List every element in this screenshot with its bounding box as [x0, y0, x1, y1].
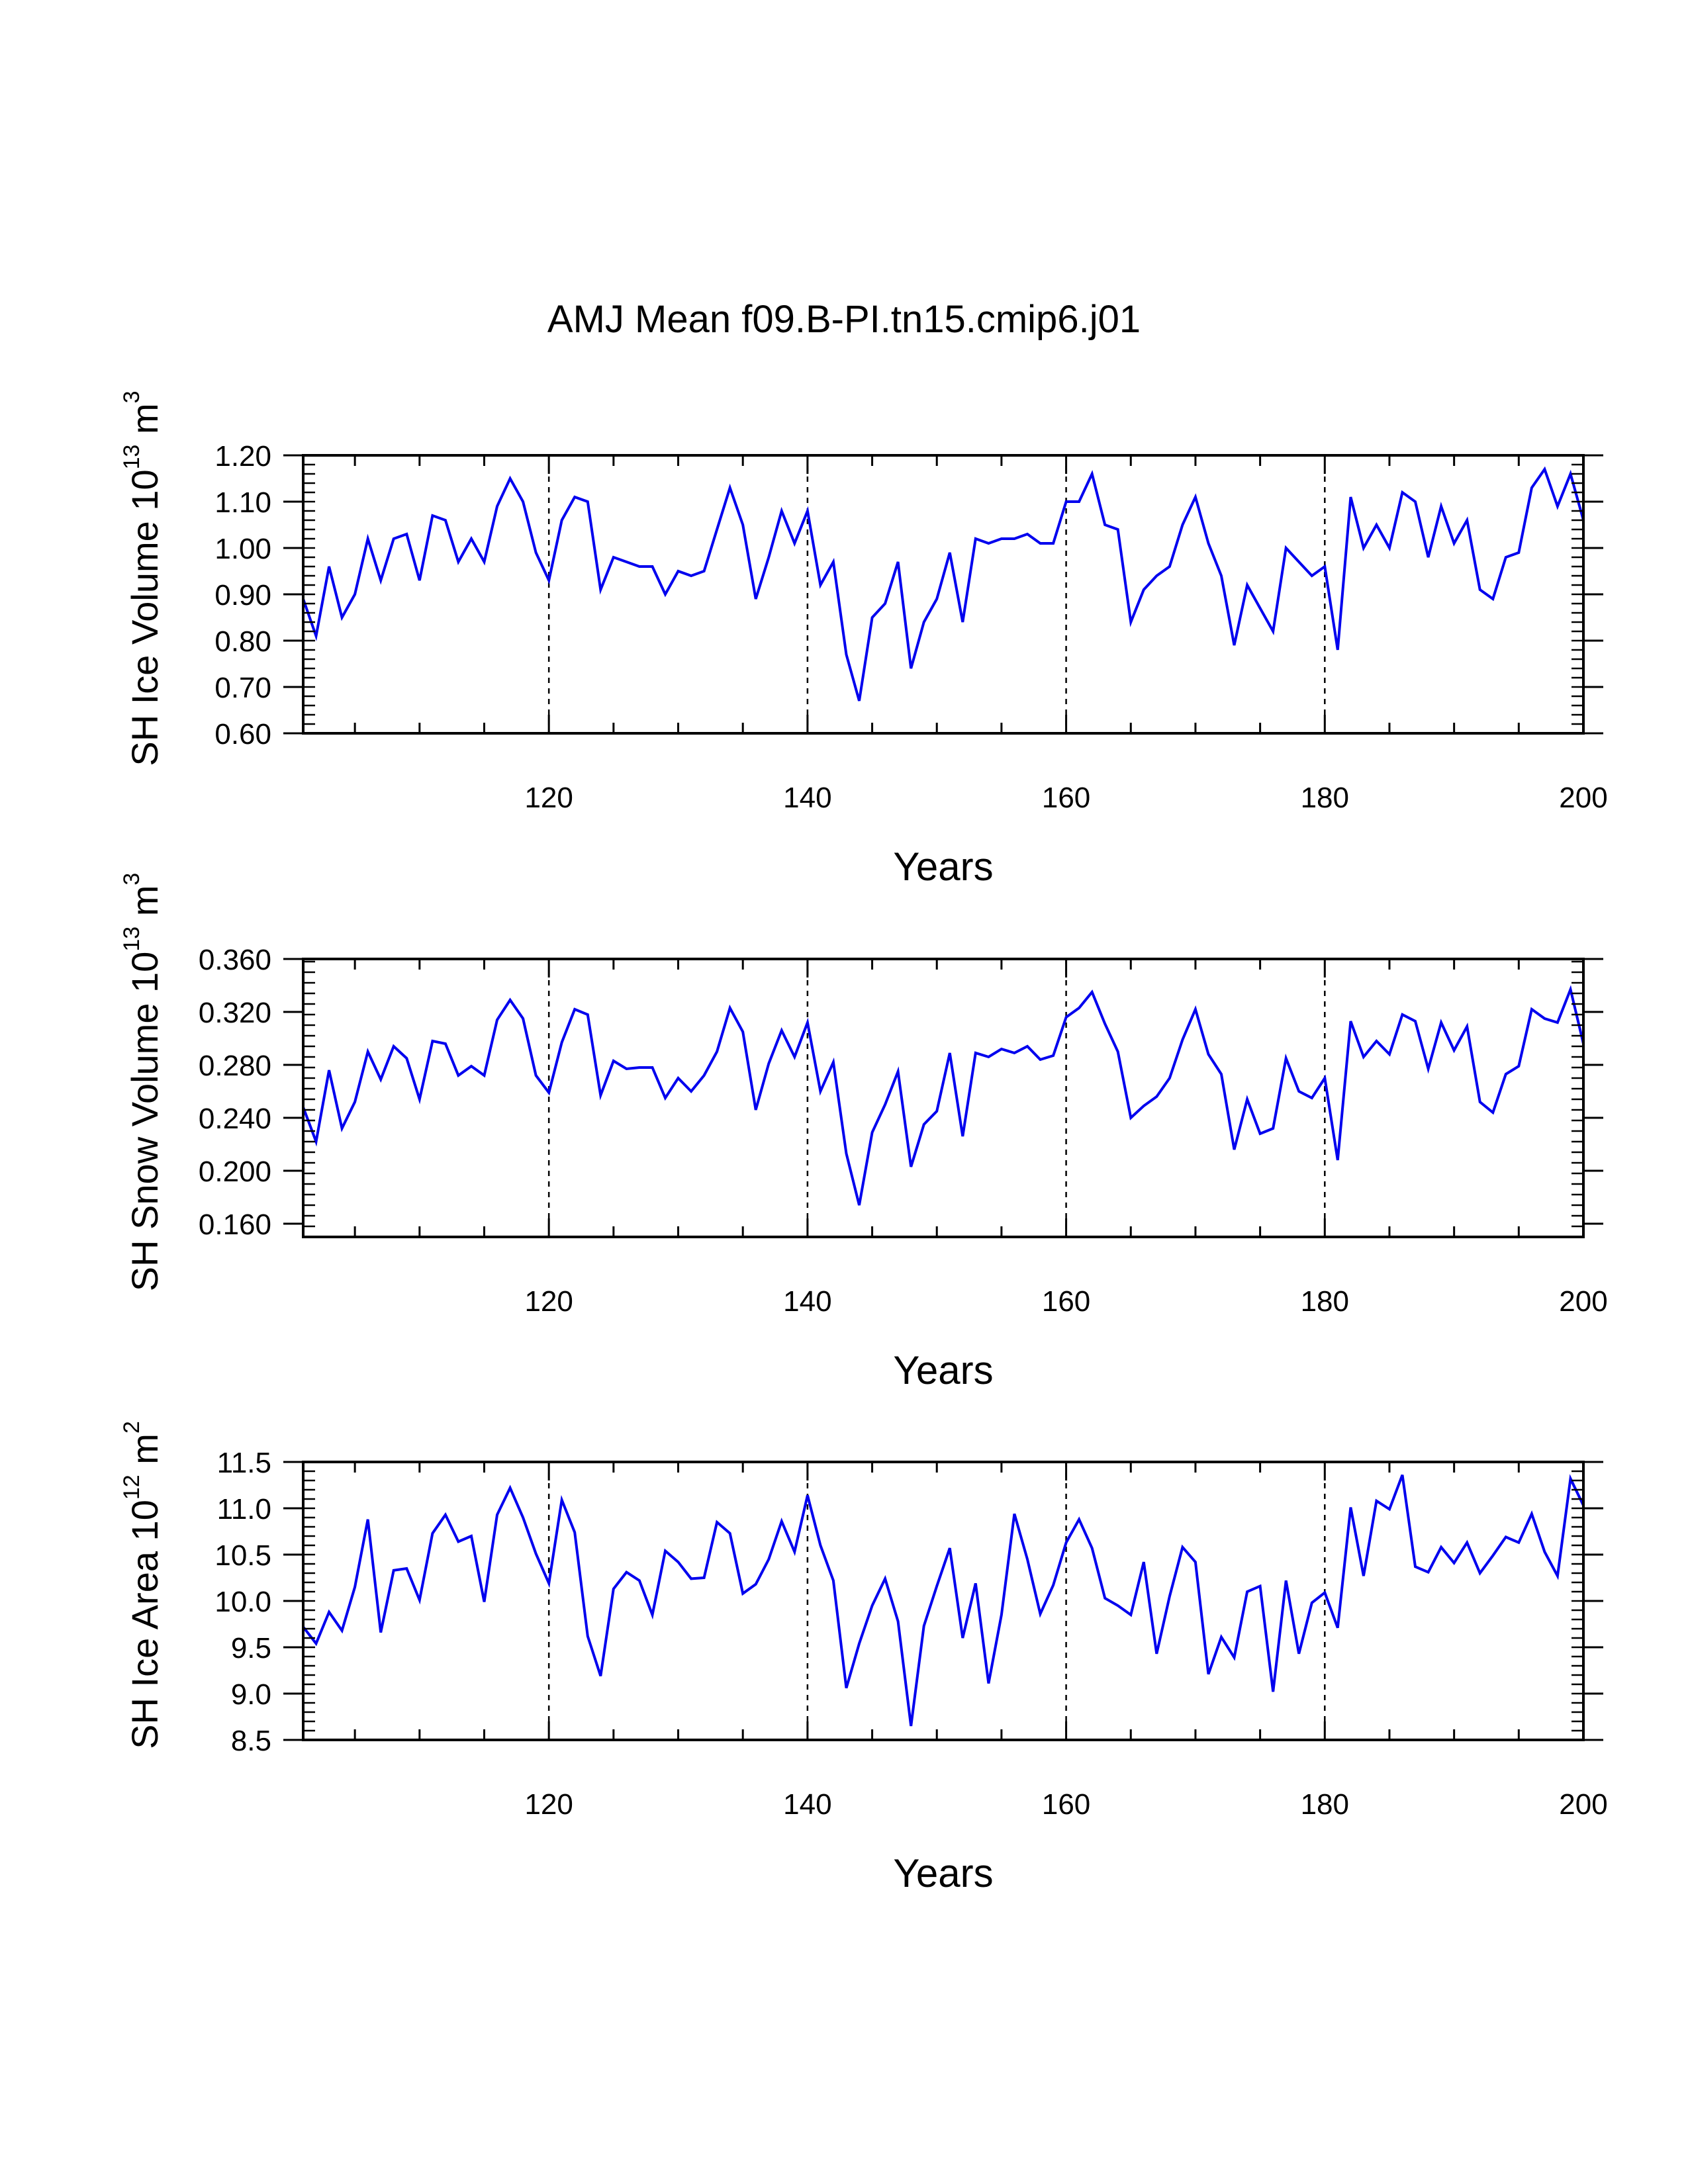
y-axis-label: SH Ice Volume 1013 m3 — [119, 390, 165, 766]
y-tick-label: 0.60 — [214, 718, 271, 751]
y-tick-label: 1.20 — [214, 440, 271, 473]
series-line — [302, 985, 1585, 1206]
y-tick-label: 0.200 — [199, 1156, 271, 1188]
plot-frame — [302, 958, 1585, 1238]
y-label-exp: 12 — [119, 1475, 144, 1500]
y-tick-label: 0.360 — [199, 944, 271, 976]
y-tick-label: 1.10 — [214, 486, 271, 519]
x-tick-label: 160 — [1042, 1285, 1090, 1318]
y-label-unit-exp: 2 — [119, 1421, 144, 1433]
y-label-main: SH Ice Area 10 — [124, 1500, 165, 1749]
y-tick-label: 0.320 — [199, 997, 271, 1029]
series-line — [302, 466, 1585, 702]
y-tick-label: 9.5 — [231, 1632, 271, 1664]
x-axis-label: Years — [893, 1851, 993, 1895]
y-tick-label: 0.90 — [214, 579, 271, 612]
y-tick-label: 0.240 — [199, 1103, 271, 1135]
y-tick-label: 1.00 — [214, 533, 271, 565]
x-tick-label: 160 — [1042, 1788, 1090, 1821]
x-tick-label: 180 — [1301, 1285, 1349, 1318]
panel-3: 120 140 160 180 200 8.5 9.0 9.5 10.0 10.5 11.0 11.5… — [119, 1421, 1608, 1895]
x-tick-label: 120 — [524, 1285, 573, 1318]
y-tick-label: 0.160 — [199, 1208, 271, 1241]
x-tick-label: 180 — [1301, 1788, 1349, 1821]
panel-1: 120 140 160 180 200 0.60 0.70 0.80 0.90 1.00 1.10 1… — [119, 390, 1608, 889]
y-tick-label: 10.5 — [214, 1539, 271, 1572]
x-tick-label: 120 — [524, 782, 573, 814]
x-tick-label: 140 — [783, 1788, 831, 1821]
x-tick-label: 180 — [1301, 782, 1349, 814]
x-tick-label: 200 — [1559, 782, 1607, 814]
y-axis-label: SH Ice Area 1012 m2 — [119, 1421, 165, 1749]
y-tick-label: 10.0 — [214, 1586, 271, 1618]
series-line — [302, 1474, 1585, 1727]
y-tick-label: 0.280 — [199, 1050, 271, 1082]
x-tick-label: 140 — [783, 782, 831, 814]
y-label-main: SH Ice Volume 10 — [124, 469, 165, 766]
y-tick-label: 0.70 — [214, 672, 271, 704]
x-tick-label: 120 — [524, 1788, 573, 1821]
y-label-unit: m — [124, 1433, 165, 1475]
y-tick-label: 0.80 — [214, 625, 271, 658]
y-label-exp: 13 — [119, 927, 144, 952]
x-tick-label: 200 — [1559, 1285, 1607, 1318]
y-label-main: SH Snow Volume 10 — [124, 952, 165, 1292]
y-label-unit: m — [124, 886, 165, 927]
plot-frame — [302, 454, 1585, 735]
y-axis-label: SH Snow Volume 1013 m3 — [119, 873, 165, 1292]
y-tick-label: 8.5 — [231, 1725, 271, 1757]
x-tick-label: 140 — [783, 1285, 831, 1318]
x-axis-label: Years — [893, 844, 993, 889]
y-label-exp: 13 — [119, 445, 144, 470]
x-tick-label: 200 — [1559, 1788, 1607, 1821]
x-axis-label: Years — [893, 1348, 993, 1392]
y-tick-label: 11.0 — [217, 1493, 271, 1525]
x-tick-label: 160 — [1042, 782, 1090, 814]
y-tick-label: 11.5 — [217, 1447, 271, 1479]
y-tick-label: 9.0 — [231, 1678, 271, 1711]
panel-2: 120 140 160 180 200 0.160 0.200 0.240 0.280 0.320… — [119, 873, 1608, 1392]
chart-title: AMJ Mean f09.B-PI.tn15.cmip6.j01 — [547, 298, 1141, 341]
panels: 120 140 160 180 200 0.60 0.70 0.80 0.90 1.00 1.10 1… — [119, 390, 1608, 1895]
y-label-unit-exp: 3 — [119, 390, 144, 403]
y-label-unit: m — [124, 403, 165, 444]
y-label-unit-exp: 3 — [119, 873, 144, 886]
